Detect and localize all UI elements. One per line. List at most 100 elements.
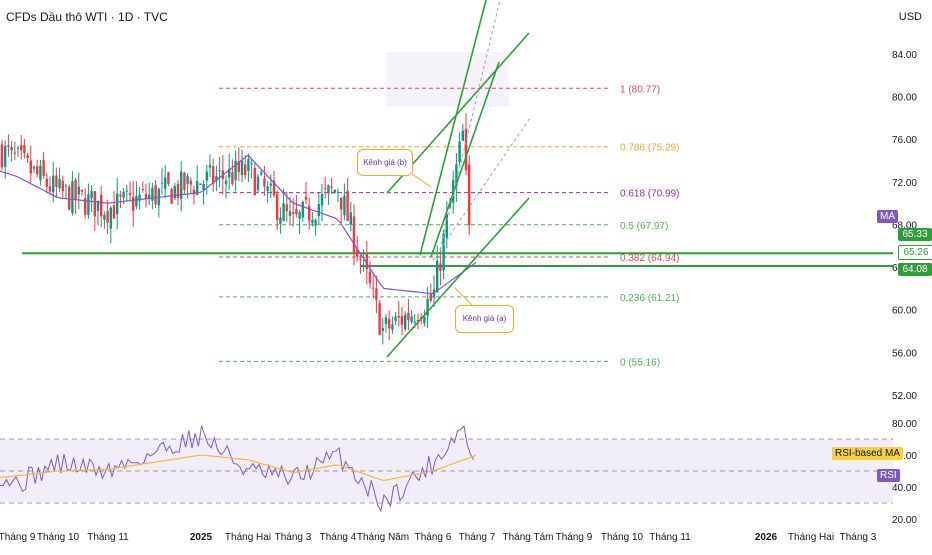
- candle-body-64: [205, 171, 208, 181]
- ma-legend-badge[interactable]: MA: [877, 210, 898, 223]
- rsi-ma-legend-badge[interactable]: RSI-based MA: [832, 447, 904, 460]
- candle-body-0: [0, 144, 4, 168]
- candle-body-4: [13, 152, 16, 154]
- candle-body-75: [240, 160, 244, 176]
- channel-b-upper: [419, 0, 487, 256]
- candle-body-35: [112, 205, 116, 219]
- candle-body-1: [4, 145, 7, 167]
- x-tick-5: Tháng 3: [275, 532, 312, 543]
- candle-body-67: [215, 176, 218, 182]
- candle-body-103: [330, 186, 333, 188]
- rsi-tick-1: 40.00: [892, 483, 917, 494]
- x-tick-11: Tháng 9: [556, 532, 593, 543]
- candle-body-34: [109, 207, 112, 229]
- candle-body-137: [439, 263, 442, 271]
- annotation-a-pointer: [454, 287, 473, 306]
- rsi-tick-2: 60.00: [892, 451, 917, 462]
- candle-body-79: [253, 168, 256, 196]
- channel-shade: [386, 52, 509, 107]
- candle-body-107: [343, 195, 346, 216]
- candle-body-121: [388, 318, 391, 329]
- candle-body-119: [381, 327, 384, 331]
- candle-body-63: [202, 183, 205, 190]
- x-tick-4: Tháng Hai: [225, 532, 271, 543]
- candle-body-44: [141, 189, 144, 191]
- candle-body-57: [183, 172, 186, 190]
- candle-body-17: [55, 175, 58, 187]
- candle-body-6: [20, 145, 23, 151]
- x-tick-0: Tháng 9: [0, 532, 36, 543]
- candle-body-83: [266, 186, 269, 192]
- candle-body-38: [122, 191, 125, 198]
- x-tick-14: 2026: [755, 532, 778, 543]
- x-tick-2: Tháng 11: [87, 532, 129, 543]
- candle-body-117: [375, 288, 378, 300]
- x-tick-3: 2025: [190, 532, 213, 543]
- candle-body-97: [311, 219, 314, 223]
- candle-body-87: [279, 217, 282, 224]
- candle-body-100: [320, 193, 324, 206]
- candle-body-8: [26, 155, 29, 158]
- candle-body-133: [426, 299, 429, 316]
- candle-body-98: [314, 219, 317, 226]
- candle-body-62: [199, 183, 202, 185]
- candle-body-122: [391, 324, 394, 330]
- candle-body-143: [458, 141, 461, 163]
- candle-body-56: [180, 171, 183, 199]
- price-badge-low: 64.08: [898, 263, 932, 276]
- candle-body-43: [138, 194, 141, 201]
- y-tick-8: 84.00: [892, 50, 917, 61]
- candle-body-3: [10, 146, 13, 151]
- candle-body-132: [423, 316, 426, 324]
- candle-body-33: [106, 211, 109, 223]
- candle-body-51: [164, 177, 167, 189]
- rsi-ma-line: [0, 454, 477, 482]
- candle-body-109: [349, 212, 352, 225]
- candle-body-30: [96, 200, 100, 212]
- x-tick-10: Tháng Tám: [503, 532, 554, 543]
- fib-label-5: 0.236 (61.21): [620, 293, 680, 304]
- x-tick-16: Tháng 3: [840, 532, 877, 543]
- candle-body-106: [340, 197, 343, 210]
- fib-label-6: 0 (55.16): [620, 357, 660, 368]
- fib-label-2: 0.618 (70.99): [620, 189, 680, 200]
- candle-body-22: [71, 181, 74, 214]
- candle-body-58: [186, 175, 189, 184]
- candle-body-108: [346, 190, 349, 221]
- candle-body-92: [295, 208, 298, 215]
- symbol-title: CFDs Dầu thô WTI · 1D · TVC: [6, 10, 168, 24]
- candle-body-24: [77, 186, 80, 195]
- candle-body-86: [276, 194, 279, 221]
- fib-label-0: 1 (80.77): [620, 84, 660, 95]
- candle-body-45: [144, 194, 148, 200]
- candle-body-36: [116, 193, 119, 214]
- candle-body-110: [352, 216, 356, 254]
- candle-body-134: [429, 294, 432, 301]
- candle-body-9: [29, 160, 32, 174]
- ma-line: [0, 154, 477, 295]
- candle-body-129: [413, 321, 416, 323]
- candle-body-104: [333, 189, 336, 193]
- candle-body-124: [397, 315, 400, 318]
- candle-body-126: [404, 314, 407, 330]
- x-tick-12: Tháng 10: [601, 532, 644, 543]
- candle-body-16: [52, 175, 55, 193]
- y-tick-7: 80.00: [892, 93, 917, 104]
- candle-body-78: [250, 163, 253, 165]
- price-badge-high: 65.33: [898, 228, 932, 241]
- candle-body-41: [132, 197, 135, 211]
- candle-body-116: [372, 287, 375, 289]
- candle-body-10: [32, 166, 36, 169]
- candle-body-28: [90, 190, 93, 198]
- rsi-legend-badge[interactable]: RSI: [877, 469, 900, 482]
- candle-body-5: [16, 147, 20, 149]
- candle-body-12: [39, 165, 42, 180]
- candle-body-115: [368, 271, 372, 284]
- candle-body-94: [301, 201, 304, 218]
- candle-body-20: [64, 185, 68, 187]
- x-tick-7: Tháng Năm: [357, 532, 409, 543]
- currency-label: USD: [898, 11, 922, 23]
- x-tick-15: Tháng Hai: [788, 532, 834, 543]
